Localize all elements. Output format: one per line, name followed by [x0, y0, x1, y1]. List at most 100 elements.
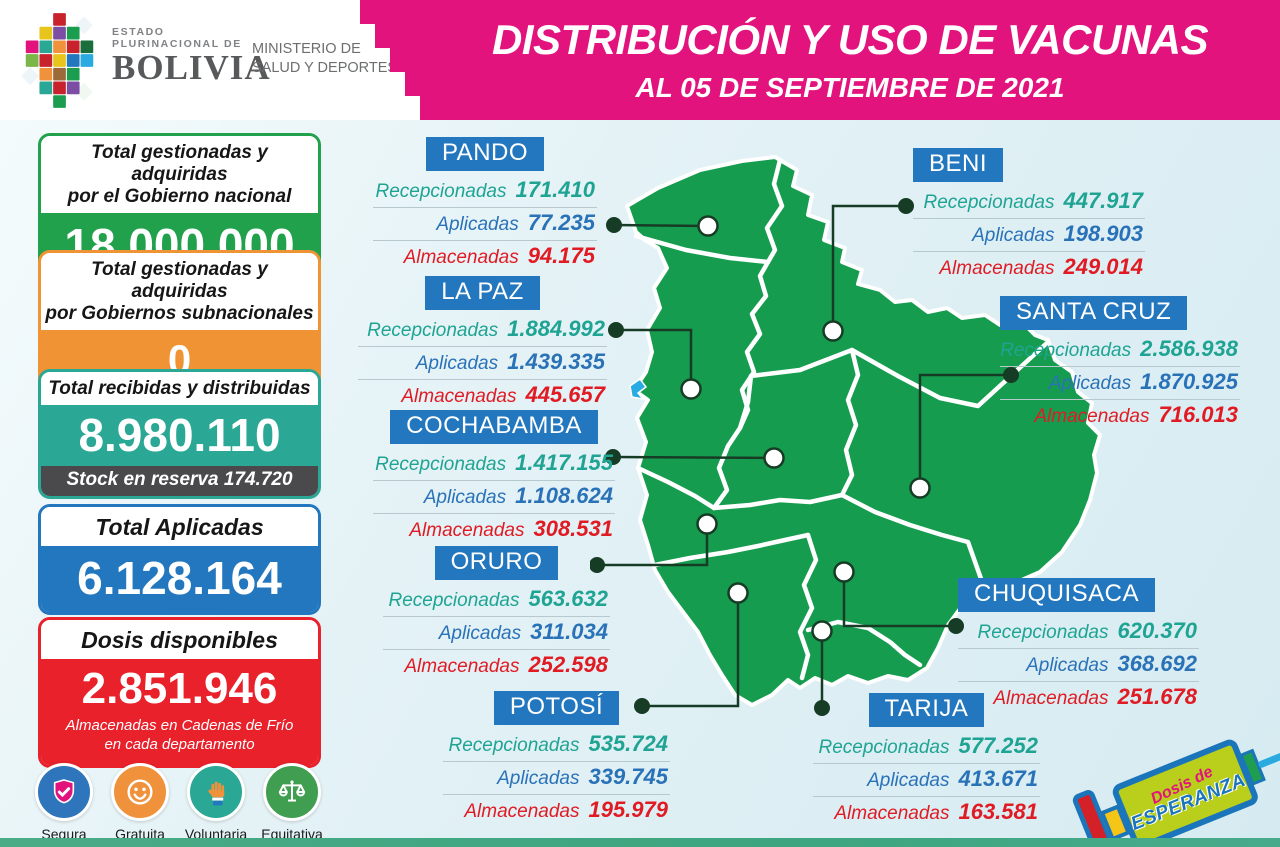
principle-gratuita: Gratuita — [104, 763, 176, 842]
stat-label: Almacenadas — [464, 801, 580, 822]
ministry-label: MINISTERIO DE SALUD Y DEPORTES — [252, 40, 397, 78]
department-stats: Recepcionadas 563.632 Aplicadas 311.034 Al… — [383, 584, 610, 682]
stat-value: 311.034 — [530, 619, 608, 644]
stat-label: Almacenadas — [939, 258, 1055, 279]
stat-value: 447.917 — [1063, 188, 1143, 213]
stat-label: Recepcionadas — [818, 737, 950, 758]
summary-box-title: Total Aplicadas — [41, 507, 318, 547]
department-callout-potosi: POTOSÍ Recepcionadas 535.724 Aplicadas 339… — [443, 691, 670, 827]
summary-box-title: Total recibidas y distribuidas — [41, 372, 318, 405]
stat-value: 535.724 — [588, 731, 668, 756]
page-title: DISTRIBUCIÓN Y USO DE VACUNAS — [492, 16, 1208, 63]
stat-value: 252.598 — [528, 652, 608, 677]
available-total-value: 2.851.946 — [41, 659, 318, 714]
stat-row: Aplicadas 413.671 — [813, 764, 1040, 797]
stat-label: Almacenadas — [834, 803, 950, 824]
stat-row: Almacenadas 94.175 — [373, 241, 597, 273]
stat-value: 195.979 — [588, 797, 668, 822]
department-stats: Recepcionadas 1.884.992 Aplicadas 1.439.33… — [358, 314, 607, 412]
stat-row: Aplicadas 77.235 — [373, 208, 597, 241]
stat-label: Recepcionadas — [923, 192, 1055, 213]
stat-value: 77.235 — [527, 210, 595, 235]
stat-row: Almacenadas 249.014 — [913, 252, 1145, 284]
stat-value: 2.586.938 — [1140, 336, 1238, 361]
stat-value: 1.439.335 — [507, 349, 605, 374]
stat-value: 563.632 — [528, 586, 608, 611]
stat-value: 163.581 — [958, 799, 1038, 824]
department-label: ORURO — [434, 546, 559, 580]
department-callout-chuquisaca: CHUQUISACA Recepcionadas 620.370 Aplicada… — [958, 578, 1199, 714]
stat-label: Aplicadas — [867, 770, 950, 791]
stat-row: Aplicadas 1.439.335 — [358, 347, 607, 380]
department-label: PANDO — [425, 137, 545, 171]
department-label: BENI — [913, 148, 1004, 182]
department-label: TARIJA — [868, 693, 985, 727]
shield-check-icon — [35, 763, 93, 821]
estado-plurinacional-label: ESTADO PLURINACIONAL DE — [112, 26, 242, 50]
stat-value: 577.252 — [958, 733, 1038, 758]
department-callout-beni: BENI Recepcionadas 447.917 Aplicadas 198.9… — [913, 148, 1145, 284]
summary-box-title: Dosis disponibles — [41, 620, 318, 660]
stat-row: Recepcionadas 577.252 — [813, 731, 1040, 764]
department-stats: Recepcionadas 1.417.155 Aplicadas 1.108.62… — [373, 448, 615, 546]
stat-row: Recepcionadas 447.917 — [913, 186, 1145, 219]
stat-row: Aplicadas 339.745 — [443, 762, 670, 795]
stat-value: 413.671 — [958, 766, 1038, 791]
summary-box-applied: Total Aplicadas 6.128.164 — [38, 504, 321, 616]
department-callout-la-paz: LA PAZ Recepcionadas 1.884.992 Aplicadas 1… — [358, 276, 607, 412]
available-note: Almacenadas en Cadenas de Frío en cada d… — [41, 713, 318, 765]
note-line: en cada departamento — [104, 736, 255, 754]
stat-row: Aplicadas 311.034 — [383, 617, 610, 650]
stat-row: Aplicadas 198.903 — [913, 219, 1145, 252]
stat-label: Recepcionadas — [977, 622, 1109, 643]
department-stats: Recepcionadas 620.370 Aplicadas 368.692 Al… — [958, 616, 1199, 714]
stat-label: Recepcionadas — [1000, 340, 1132, 361]
stat-row: Almacenadas 716.013 — [1000, 400, 1240, 432]
stat-value: 249.014 — [1063, 254, 1143, 279]
stat-label: Recepcionadas — [367, 320, 499, 341]
stat-label: Recepcionadas — [388, 590, 520, 611]
stat-value: 251.678 — [1117, 684, 1197, 709]
stat-row: Almacenadas 252.598 — [383, 650, 610, 682]
summary-box-available: Dosis disponibles 2.851.946 Almacenadas … — [38, 617, 321, 768]
principle-segura: Segura — [28, 763, 100, 842]
stat-label: Aplicadas — [1026, 655, 1109, 676]
ministry-line2: SALUD Y DEPORTES — [252, 59, 398, 76]
received-total-value: 8.980.110 — [41, 404, 318, 466]
stat-row: Recepcionadas 1.417.155 — [373, 448, 615, 481]
stat-label: Almacenadas — [993, 688, 1109, 709]
stat-label: Aplicadas — [497, 768, 580, 789]
stat-value: 94.175 — [527, 243, 595, 268]
footer-strip — [0, 838, 1280, 847]
stat-row: Almacenadas 445.657 — [358, 380, 607, 412]
page-subtitle: AL 05 DE SEPTIEMBRE DE 2021 — [635, 72, 1065, 103]
stat-row: Aplicadas 1.870.925 — [1000, 367, 1240, 400]
stat-row: Recepcionadas 620.370 — [958, 616, 1199, 649]
stat-label: Aplicadas — [423, 487, 507, 508]
stat-value: 1.417.155 — [515, 450, 613, 475]
stat-row: Aplicadas 368.692 — [958, 649, 1199, 682]
title-line: Total gestionadas y adquiridas — [91, 142, 268, 185]
stat-label: Aplicadas — [415, 353, 499, 374]
stat-value: 368.692 — [1117, 651, 1197, 676]
stat-value: 171.410 — [515, 177, 595, 202]
stat-label: Almacenadas — [1034, 406, 1150, 427]
summary-box-received: Total recibidas y distribuidas 8.980.110… — [38, 369, 321, 499]
department-stats: Recepcionadas 577.252 Aplicadas 413.671 Al… — [813, 731, 1040, 829]
stat-label: Aplicadas — [438, 623, 522, 644]
department-stats: Recepcionadas 447.917 Aplicadas 198.903 Al… — [913, 186, 1145, 284]
balance-scale-icon — [263, 763, 321, 821]
department-callout-tarija: TARIJA Recepcionadas 577.252 Aplicadas 413… — [813, 693, 1040, 829]
department-borders — [633, 157, 1051, 681]
stat-value: 339.745 — [588, 764, 668, 789]
stat-label: Almacenadas — [409, 520, 525, 541]
department-callout-santa-cruz: SANTA CRUZ Recepcionadas 2.586.938 Aplica… — [1000, 296, 1240, 432]
department-callout-pando: PANDO Recepcionadas 171.410 Aplicadas 77.2… — [373, 137, 597, 273]
title-line: por Gobiernos subnacionales — [45, 302, 314, 324]
vaccination-principles: Segura Gratuita — [28, 763, 328, 842]
stat-label: Aplicadas — [1048, 373, 1132, 394]
stat-value: 1.108.624 — [515, 483, 613, 508]
stat-row: Aplicadas 1.108.624 — [373, 481, 615, 514]
lake-titicaca — [629, 377, 648, 401]
stat-label: Almacenadas — [404, 656, 520, 677]
